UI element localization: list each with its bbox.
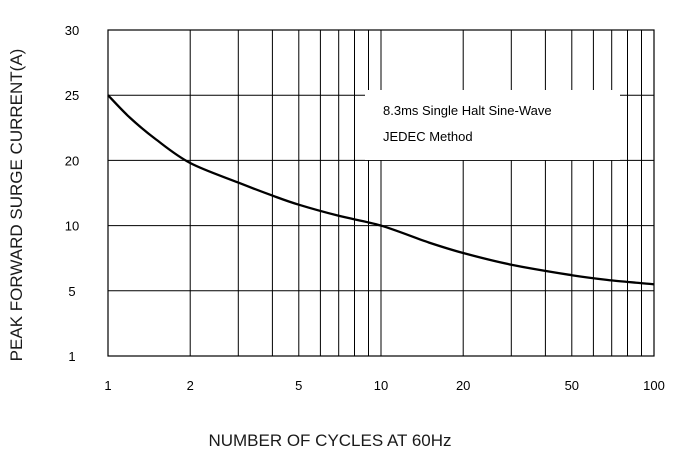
x-tick-label: 10 xyxy=(374,378,388,393)
surge-current-curve xyxy=(107,94,655,286)
y-tick-label: 5 xyxy=(68,284,75,299)
x-tick-label: 50 xyxy=(565,378,579,393)
x-tick-label: 5 xyxy=(295,378,302,393)
y-tick-label: 25 xyxy=(65,88,79,103)
x-tick-label: 20 xyxy=(456,378,470,393)
y-tick-label: 20 xyxy=(65,153,79,168)
annotation-box: 8.3ms Single Halt Sine-Wave JEDEC Method xyxy=(365,90,620,160)
plot-frame xyxy=(107,29,655,357)
y-tick-label: 1 xyxy=(68,349,75,364)
x-tick-label: 2 xyxy=(187,378,194,393)
y-tick-label: 30 xyxy=(65,23,79,38)
x-axis-title: NUMBER OF CYCLES AT 60Hz xyxy=(208,431,451,450)
annotation-line-1: 8.3ms Single Halt Sine-Wave xyxy=(383,103,552,118)
x-tick-label: 100 xyxy=(643,378,665,393)
y-tick-labels: 1 5 10 20 25 30 xyxy=(65,23,79,364)
y-tick-label: 10 xyxy=(65,219,79,234)
x-tick-label: 1 xyxy=(104,378,111,393)
grid-lines xyxy=(108,29,654,357)
annotation-line-2: JEDEC Method xyxy=(383,129,473,144)
annotation-background xyxy=(365,90,620,160)
x-tick-labels: 1 2 5 10 20 50 100 xyxy=(104,378,664,393)
y-axis-title: PEAK FORWARD SURGE CURRENT(A) xyxy=(7,49,26,362)
